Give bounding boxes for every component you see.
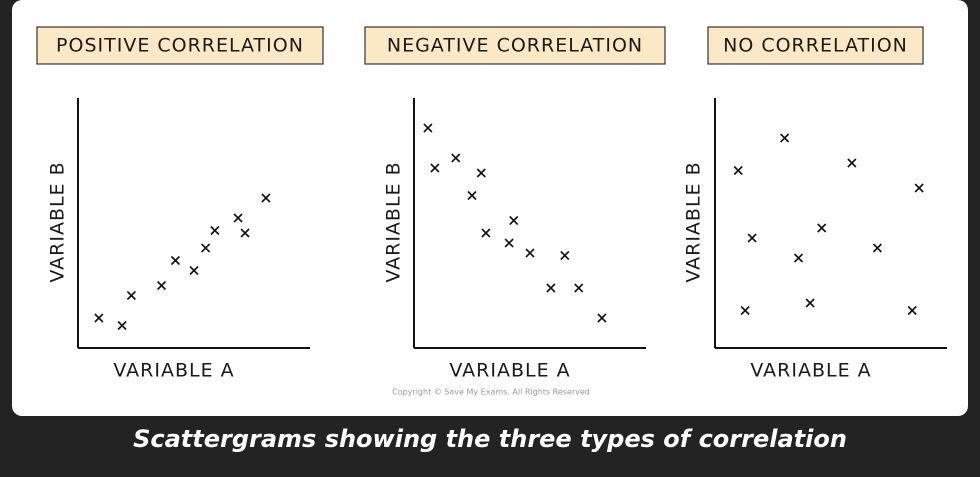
chart-title: POSITIVE CORRELATION xyxy=(56,35,304,57)
copyright: Copyright © Save My Exams. All Rights Re… xyxy=(392,388,590,397)
chart-title: NO CORRELATION xyxy=(723,35,908,57)
chart: POSITIVE CORRELATION VARIABLE A VARIABLE B xyxy=(36,26,324,382)
point xyxy=(126,290,136,301)
point xyxy=(780,133,790,143)
point xyxy=(170,255,181,266)
x-axis-label: VARIABLE A xyxy=(750,360,871,382)
y-axis-label: VARIABLE B xyxy=(683,161,705,282)
title-box xyxy=(707,26,924,65)
point xyxy=(476,168,486,178)
point xyxy=(156,280,167,291)
point xyxy=(907,305,917,316)
point xyxy=(240,228,250,238)
point xyxy=(747,233,757,243)
point xyxy=(805,298,815,308)
point xyxy=(847,158,857,168)
y-axis-label: VARIABLE B xyxy=(47,161,69,282)
chart-title: NEGATIVE CORRELATION xyxy=(387,35,643,57)
point xyxy=(117,320,127,331)
point xyxy=(210,225,220,236)
panel xyxy=(12,0,968,416)
point xyxy=(597,313,607,323)
point xyxy=(423,123,433,133)
x-axis-label: VARIABLE A xyxy=(113,360,234,382)
chart: NEGATIVE CORRELATION VARIABLE A VARIABLE B xyxy=(364,26,666,382)
chart: NO CORRELATION VARIABLE A VARIABLE B xyxy=(683,26,947,382)
point xyxy=(481,228,491,238)
point xyxy=(740,305,750,316)
point xyxy=(793,253,804,263)
point xyxy=(261,193,271,203)
y-axis-label: VARIABLE B xyxy=(383,161,405,282)
point xyxy=(451,153,461,163)
point xyxy=(560,250,570,261)
title-box xyxy=(36,26,324,65)
point xyxy=(467,190,477,201)
point xyxy=(430,163,440,173)
caption: Scattergrams showing the three types of … xyxy=(133,425,847,453)
point xyxy=(872,243,882,253)
point xyxy=(733,165,743,176)
point xyxy=(525,248,535,258)
x-axis-label: VARIABLE A xyxy=(449,360,570,382)
point xyxy=(189,265,199,276)
point xyxy=(817,223,827,233)
point xyxy=(509,215,519,226)
point xyxy=(574,283,584,293)
point xyxy=(914,183,924,193)
point xyxy=(233,213,243,223)
point xyxy=(201,243,211,253)
title-box xyxy=(364,26,666,65)
point xyxy=(94,313,104,323)
point xyxy=(546,283,556,293)
point xyxy=(504,238,514,248)
